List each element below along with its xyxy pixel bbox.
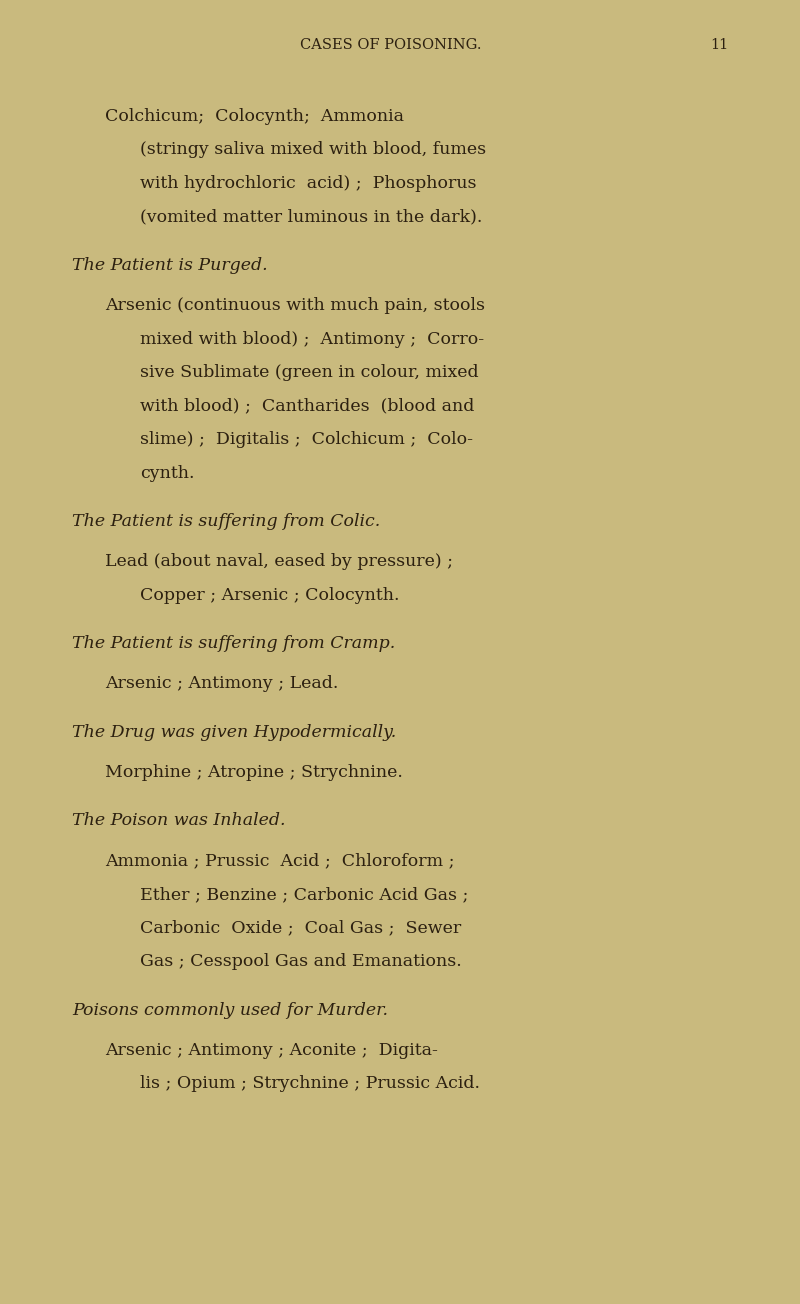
Text: The Patient is suffering from Colic.: The Patient is suffering from Colic. [72, 514, 380, 531]
Text: Arsenic ; Antimony ; Lead.: Arsenic ; Antimony ; Lead. [105, 675, 338, 692]
Text: The Patient is Purged.: The Patient is Purged. [72, 257, 268, 274]
Text: (vomited matter luminous in the dark).: (vomited matter luminous in the dark). [140, 209, 482, 226]
Text: Poisons commonly used for Murder.: Poisons commonly used for Murder. [72, 1001, 388, 1018]
Text: mixed with blood) ;  Antimony ;  Corro-: mixed with blood) ; Antimony ; Corro- [140, 331, 484, 348]
Text: The Drug was given Hypodermically.: The Drug was given Hypodermically. [72, 724, 396, 741]
Text: slime) ;  Digitalis ;  Colchicum ;  Colo-: slime) ; Digitalis ; Colchicum ; Colo- [140, 432, 473, 449]
Text: Ether ; Benzine ; Carbonic Acid Gas ;: Ether ; Benzine ; Carbonic Acid Gas ; [140, 885, 468, 902]
Text: Morphine ; Atropine ; Strychnine.: Morphine ; Atropine ; Strychnine. [105, 764, 403, 781]
Text: Colchicum;  Colocynth;  Ammonia: Colchicum; Colocynth; Ammonia [105, 108, 404, 125]
Text: Arsenic ; Antimony ; Aconite ;  Digita-: Arsenic ; Antimony ; Aconite ; Digita- [105, 1042, 438, 1059]
Text: The Patient is suffering from Cramp.: The Patient is suffering from Cramp. [72, 635, 395, 652]
Text: The Poison was Inhaled.: The Poison was Inhaled. [72, 812, 286, 829]
Text: CASES OF POISONING.: CASES OF POISONING. [300, 38, 482, 52]
Text: Lead (about naval, eased by pressure) ;: Lead (about naval, eased by pressure) ; [105, 553, 453, 570]
Text: Carbonic  Oxide ;  Coal Gas ;  Sewer: Carbonic Oxide ; Coal Gas ; Sewer [140, 919, 462, 936]
Text: sive Sublimate (green in colour, mixed: sive Sublimate (green in colour, mixed [140, 364, 478, 381]
Text: (stringy saliva mixed with blood, fumes: (stringy saliva mixed with blood, fumes [140, 142, 486, 159]
Text: lis ; Opium ; Strychnine ; Prussic Acid.: lis ; Opium ; Strychnine ; Prussic Acid. [140, 1074, 480, 1091]
Text: with hydrochloric  acid) ;  Phosphorus: with hydrochloric acid) ; Phosphorus [140, 175, 477, 192]
Text: Copper ; Arsenic ; Colocynth.: Copper ; Arsenic ; Colocynth. [140, 587, 399, 604]
Text: cynth.: cynth. [140, 464, 194, 481]
Text: Arsenic (continuous with much pain, stools: Arsenic (continuous with much pain, stoo… [105, 297, 485, 314]
Text: with blood) ;  Cantharides  (blood and: with blood) ; Cantharides (blood and [140, 398, 474, 415]
Text: 11: 11 [710, 38, 728, 52]
Text: Ammonia ; Prussic  Acid ;  Chloroform ;: Ammonia ; Prussic Acid ; Chloroform ; [105, 853, 454, 870]
Text: Gas ; Cesspool Gas and Emanations.: Gas ; Cesspool Gas and Emanations. [140, 953, 462, 970]
